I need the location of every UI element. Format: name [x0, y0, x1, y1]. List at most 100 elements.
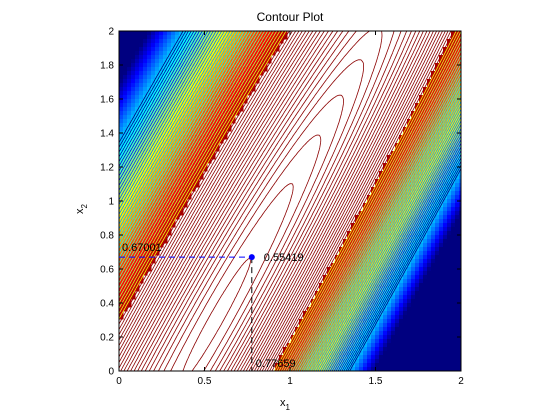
contour-fill-cell [431, 239, 436, 244]
contour-fill-cell [183, 171, 188, 176]
contour-fill-cell [431, 103, 436, 108]
y-tick-label: 0.4 [100, 299, 114, 310]
contour-fill-cell [375, 335, 380, 340]
contour-fill-cell [395, 183, 400, 188]
contour-fill-cell [183, 71, 188, 76]
contour-fill-cell [335, 335, 340, 340]
contour-fill-cell [211, 59, 216, 64]
contour-fill-cell [135, 131, 140, 136]
contour-fill-cell [159, 195, 164, 200]
contour-fill-cell [379, 331, 384, 336]
contour-fill-cell [131, 295, 136, 300]
contour-fill-cell [443, 119, 448, 124]
contour-fill-cell [431, 347, 436, 352]
contour-fill-cell [419, 339, 424, 344]
contour-fill-cell [387, 267, 392, 272]
contour-fill-cell [447, 195, 452, 200]
contour-fill-cell [379, 299, 384, 304]
contour-fill-cell [411, 255, 416, 260]
contour-fill-cell [215, 67, 220, 72]
annotation-z-value: 0.55419 [264, 252, 304, 264]
contour-fill-cell [171, 31, 176, 36]
contour-fill-cell [259, 63, 264, 68]
contour-fill-cell [175, 55, 180, 60]
contour-fill-cell [123, 63, 128, 68]
contour-fill-cell [159, 131, 164, 136]
contour-fill-cell [183, 103, 188, 108]
contour-fill-cell [123, 199, 128, 204]
contour-fill-cell [375, 343, 380, 348]
contour-fill-cell [143, 271, 148, 276]
contour-fill-cell [331, 355, 336, 360]
contour-fill-cell [387, 327, 392, 332]
contour-fill-cell [439, 295, 444, 300]
contour-fill-cell [391, 363, 396, 368]
contour-fill-cell [423, 243, 428, 248]
contour-fill-cell [303, 363, 308, 368]
contour-fill-cell [123, 179, 128, 184]
contour-fill-cell [135, 251, 140, 256]
contour-fill-cell [415, 223, 420, 228]
contour-fill-cell [347, 315, 352, 320]
contour-fill-cell [443, 247, 448, 252]
contour-fill-cell [443, 131, 448, 136]
contour-fill-cell [123, 231, 128, 236]
contour-fill-cell [219, 31, 224, 36]
contour-fill-cell [275, 35, 280, 40]
contour-fill-cell [419, 223, 424, 228]
contour-fill-cell [215, 131, 220, 136]
contour-fill-cell [415, 267, 420, 272]
contour-fill-cell [191, 51, 196, 56]
contour-fill-cell [395, 311, 400, 316]
contour-fill-cell [135, 71, 140, 76]
contour-fill-cell [395, 167, 400, 172]
contour-fill-cell [451, 247, 456, 252]
contour-fill-cell [155, 187, 160, 192]
contour-fill-cell [179, 131, 184, 136]
contour-fill-cell [347, 283, 352, 288]
contour-fill-cell [167, 183, 172, 188]
contour-fill-cell [143, 211, 148, 216]
contour-fill-cell [155, 75, 160, 80]
contour-fill-cell [163, 235, 168, 240]
contour-fill-cell [407, 271, 412, 276]
contour-fill-cell [423, 131, 428, 136]
contour-fill-cell [251, 47, 256, 52]
contour-fill-cell [407, 235, 412, 240]
contour-fill-cell [123, 155, 128, 160]
contour-fill-cell [427, 175, 432, 180]
contour-fill-cell [163, 67, 168, 72]
contour-fill-cell [455, 203, 460, 208]
contour-fill-cell [459, 211, 461, 216]
contour-fill-cell [127, 275, 132, 280]
contour-fill-cell [243, 99, 248, 104]
contour-fill-cell [407, 339, 412, 344]
contour-fill-cell [439, 131, 444, 136]
contour-fill-cell [227, 47, 232, 52]
contour-fill-cell [295, 363, 300, 368]
contour-fill-cell [455, 147, 460, 152]
contour-fill-cell [411, 331, 416, 336]
contour-fill-cell [431, 235, 436, 240]
contour-fill-cell [127, 95, 132, 100]
contour-fill-cell [459, 239, 461, 244]
contour-fill-cell [455, 111, 460, 116]
contour-fill-cell [231, 115, 236, 120]
contour-fill-cell [403, 131, 408, 136]
contour-fill-cell [455, 255, 460, 260]
contour-fill-cell [147, 127, 152, 132]
contour-fill-cell [443, 67, 448, 72]
contour-fill-cell [139, 131, 144, 136]
contour-fill-cell [351, 367, 356, 371]
contour-fill-cell [175, 47, 180, 52]
contour-fill-cell [375, 323, 380, 328]
contour-fill-cell [343, 347, 348, 352]
contour-fill-cell [359, 235, 364, 240]
contour-fill-cell [211, 31, 216, 36]
contour-fill-cell [127, 251, 132, 256]
contour-fill-cell [171, 71, 176, 76]
contour-fill-cell [427, 235, 432, 240]
contour-fill-cell [399, 159, 404, 164]
contour-fill-cell [447, 203, 452, 208]
contour-fill-cell [131, 59, 136, 64]
